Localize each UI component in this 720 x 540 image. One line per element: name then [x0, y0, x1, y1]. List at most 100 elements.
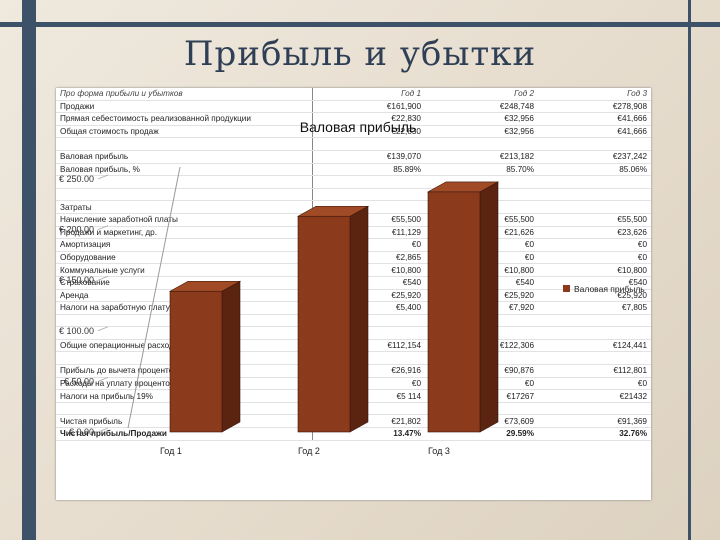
row-value: 32.76% [538, 427, 651, 441]
row-value: €90,876 [425, 364, 538, 378]
row-value: €0 [425, 238, 538, 252]
row-label: Коммунальные услуги [56, 263, 313, 277]
frame-right-line [688, 0, 691, 540]
row-value [538, 326, 651, 340]
row-value: €10,800 [312, 263, 425, 277]
row-label: Прямая себестоимость реализованной проду… [56, 112, 313, 126]
row-value: €55,500 [425, 213, 538, 227]
row-value [538, 200, 651, 214]
row-value: €22,830 [312, 112, 425, 126]
row-value: 85.06% [538, 163, 651, 177]
row-label [56, 314, 313, 328]
table-row [56, 314, 651, 328]
row-label: Амортизация [56, 238, 313, 252]
table-row [56, 188, 651, 202]
row-value: €2,865 [312, 251, 425, 265]
spreadsheet-screenshot: Про форма прибыли и убытков Год 1 Год 2 … [56, 88, 651, 500]
row-label: Чистая прибыль/Продажи [56, 427, 313, 441]
row-value: 85.89% [312, 163, 425, 177]
frame-left-bar [22, 0, 36, 540]
row-value: €0 [538, 377, 651, 391]
table-row: Страхование €540 €540 €540 [56, 276, 651, 290]
row-value: €32,956 [425, 125, 538, 139]
table-row: Начисление заработной платы €55,500 €55,50… [56, 213, 651, 227]
row-value [538, 175, 651, 189]
row-value [312, 326, 425, 340]
row-value: €0 [538, 251, 651, 265]
row-label: Оборудование [56, 251, 313, 265]
table-row: Чистая прибыль €21,802 €73,609 €91,369 [56, 414, 651, 429]
row-value: €161,900 [312, 100, 425, 114]
row-value: €237,242 [538, 150, 651, 164]
row-label: Налоги на заработную плату [56, 301, 313, 315]
row-value [425, 402, 538, 416]
table-row [56, 326, 651, 340]
row-label [56, 402, 313, 416]
row-value: €25,920 [312, 289, 425, 303]
row-value: €10,800 [425, 263, 538, 277]
row-value: €25,920 [425, 289, 538, 303]
row-label: Расходы на уплату процентов [56, 377, 313, 391]
column-header: Год 2 [425, 88, 538, 101]
row-value: €0 [538, 238, 651, 252]
row-value: 29.59% [425, 427, 538, 441]
row-value [425, 200, 538, 214]
row-value [425, 314, 538, 328]
table-row: Общие операционные расходы €112,154 €122,3… [56, 339, 651, 353]
row-value: €122,306 [425, 339, 538, 353]
row-value: €23,626 [538, 226, 651, 240]
row-value: €124,441 [538, 339, 651, 353]
row-value: €55,500 [312, 213, 425, 227]
table-row: Чистая прибыль/Продажи 13.47% 29.59% 32.76% [56, 427, 651, 441]
row-value: €0 [425, 377, 538, 391]
row-label: Прибыль до вычета процентов и налогов [56, 364, 313, 378]
row-value: €139,070 [312, 150, 425, 164]
row-value: €26,916 [312, 364, 425, 378]
row-value: €5 114 [312, 389, 425, 403]
row-value [425, 188, 538, 202]
table-row: Продажи €161,900 €248,748 €278,908 [56, 100, 651, 114]
row-value: €11,129 [312, 226, 425, 240]
row-value: €278,908 [538, 100, 651, 114]
row-label: Затраты [56, 200, 313, 214]
row-value: €22,830 [312, 125, 425, 139]
row-value [538, 402, 651, 416]
row-label: Продажи и маркетинг, др. [56, 226, 313, 240]
row-value [312, 200, 425, 214]
table-row: Налоги на заработную плату €5,400 €7,920 €7… [56, 301, 651, 315]
row-label: Валовая прибыль, % [56, 163, 313, 177]
row-label: Общая стоимость продаж [56, 125, 313, 139]
row-value: 85.70% [425, 163, 538, 177]
row-value [312, 137, 425, 151]
row-value: €21432 [538, 389, 651, 403]
row-value: €25,920 [538, 289, 651, 303]
row-value [538, 351, 651, 366]
row-value: €7,805 [538, 301, 651, 315]
row-value [538, 314, 651, 328]
table-header-row: Про форма прибыли и убытков Год 1 Год 2 … [56, 88, 651, 101]
row-value: €21,626 [425, 226, 538, 240]
table-row [56, 175, 651, 189]
table-row: Налоги на прибыль 19% €5 114 €17267 €21432 [56, 389, 651, 403]
row-label: Страхование [56, 276, 313, 290]
row-label [56, 175, 313, 189]
slide-title: Прибыль и убытки [183, 34, 537, 74]
table-row: Затраты [56, 200, 651, 214]
row-value: €0 [312, 238, 425, 252]
row-value [312, 402, 425, 416]
table-row [56, 351, 651, 366]
row-value: €17267 [425, 389, 538, 403]
row-value: €213,182 [425, 150, 538, 164]
row-label: Валовая прибыль [56, 150, 313, 164]
table-row [56, 402, 651, 416]
row-label: Общие операционные расходы [56, 339, 313, 353]
row-value [312, 314, 425, 328]
row-value: €0 [425, 251, 538, 265]
row-value: €21,802 [312, 414, 425, 429]
row-label: Начисление заработной платы [56, 213, 313, 227]
row-label [56, 137, 313, 151]
row-value [425, 326, 538, 340]
row-value [312, 188, 425, 202]
table-row: Аренда €25,920 €25,920 €25,920 [56, 289, 651, 303]
row-label [56, 351, 313, 366]
